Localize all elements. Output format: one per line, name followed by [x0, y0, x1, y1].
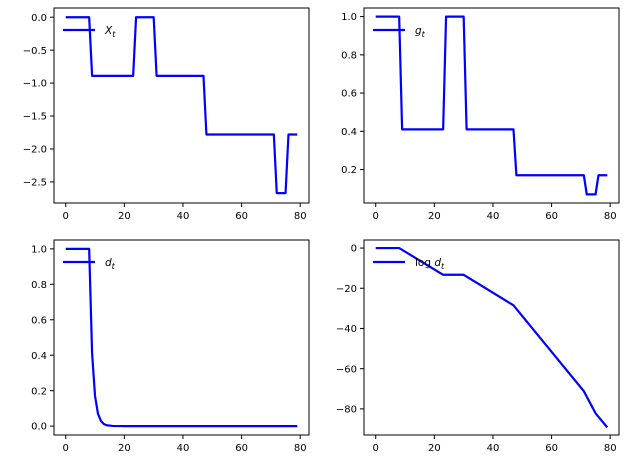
subplot-top-right: 0 20 40 60 80 0.2 0.4 0.6 0.8 1.0 gt	[341, 7, 620, 222]
x-tick-label: 60	[235, 443, 248, 454]
x-tick-label: 60	[545, 211, 558, 222]
y-tick-label: −2.5	[23, 178, 47, 189]
y-tick-label: −60	[336, 364, 357, 375]
legend-symbol: X	[104, 25, 113, 37]
x-tick-label: 40	[487, 211, 500, 222]
y-tick-label: −1.0	[23, 79, 47, 90]
legend-symbol: g	[415, 25, 422, 37]
legend-label: gt	[415, 25, 426, 39]
subplot-top-left: 0 20 40 60 80 0.0 −0.5 −1.0 −1.5 −2.0 −2.5 Xt	[23, 7, 310, 222]
series-line	[65, 16, 298, 195]
x-tick-label: 40	[487, 443, 500, 454]
y-tick-label: 0.2	[341, 165, 357, 176]
legend-symbol: d	[434, 257, 441, 269]
y-tick-label: 0.2	[31, 386, 47, 397]
legend-prefix: log	[415, 257, 434, 269]
legend-label: dt	[105, 257, 116, 271]
y-tick-label: 0.0	[31, 422, 47, 433]
x-tick-label: 80	[294, 443, 307, 454]
x-tick-label: 60	[235, 211, 248, 222]
y-tick-label: 0.8	[341, 50, 357, 61]
y-tick-label: 1.0	[31, 244, 47, 255]
axes-frame	[363, 239, 620, 436]
y-tick-label: −0.5	[23, 46, 47, 57]
x-tick-label: 0	[373, 211, 379, 222]
subplot-bottom-left: 0 20 40 60 80 0.0 0.2 0.4 0.6 0.8 1.0 dt	[31, 239, 310, 454]
y-tick-label: 0.4	[31, 351, 47, 362]
x-tick-label: 40	[177, 211, 190, 222]
y-tick-label: 0.6	[341, 89, 357, 100]
x-tick-label: 80	[604, 443, 617, 454]
series-line	[375, 246, 609, 429]
axes-frame	[53, 239, 310, 436]
axes-frame	[363, 7, 620, 204]
legend-subscript: t	[112, 30, 116, 39]
legend-subscript: t	[441, 262, 445, 271]
x-tick-label: 80	[294, 211, 307, 222]
y-tick-label: −80	[336, 404, 357, 415]
legend-subscript: t	[112, 262, 116, 271]
legend-label: log dt	[415, 257, 445, 271]
y-tick-label: 0.8	[31, 280, 47, 291]
x-tick-label: 20	[428, 211, 441, 222]
series-line	[65, 247, 298, 428]
y-tick-label: 0.4	[341, 127, 357, 138]
x-tick-label: 20	[428, 443, 441, 454]
legend-symbol: d	[105, 257, 112, 269]
y-tick-label: 1.0	[341, 12, 357, 23]
subplot-bottom-right: 0 20 40 60 80 0 −20 −40 −60 −80 log dt	[336, 239, 620, 454]
y-tick-label: −40	[336, 324, 357, 335]
y-tick-label: −2.0	[23, 145, 47, 156]
series-line	[375, 15, 608, 196]
y-tick-label: 0.6	[31, 315, 47, 326]
y-tick-label: 0	[351, 244, 357, 255]
axes-frame	[53, 7, 310, 204]
y-tick-label: 0.0	[31, 13, 47, 24]
x-tick-label: 0	[373, 443, 379, 454]
x-tick-label: 40	[177, 443, 190, 454]
legend-label: Xt	[104, 25, 116, 39]
x-tick-label: 20	[118, 443, 131, 454]
x-tick-label: 60	[545, 443, 558, 454]
x-tick-label: 80	[604, 211, 617, 222]
x-tick-label: 20	[118, 211, 131, 222]
x-tick-label: 0	[63, 211, 69, 222]
y-tick-label: −1.5	[23, 112, 47, 123]
x-tick-label: 0	[63, 443, 69, 454]
y-tick-label: −20	[336, 284, 357, 295]
legend-subscript: t	[422, 30, 426, 39]
